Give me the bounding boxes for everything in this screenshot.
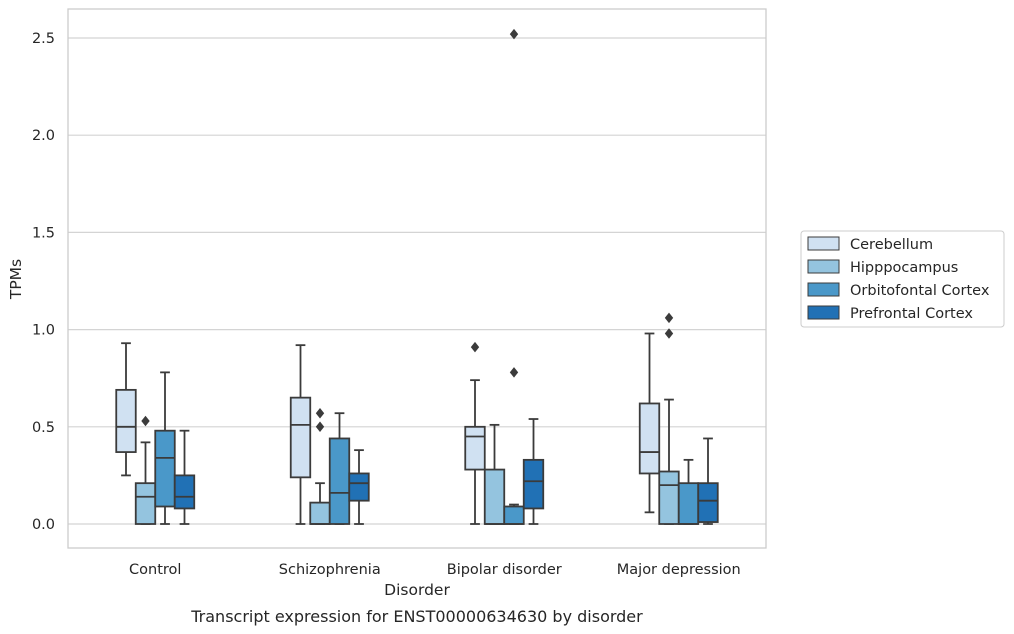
grid-lines: [68, 37, 766, 525]
legend-swatch-orbitofontal-cortex: [807, 282, 840, 297]
y-tick-label: 2.0: [32, 128, 55, 144]
box-body: [173, 474, 196, 510]
box-body: [697, 482, 719, 523]
x-tick-label-bipolar-disorder: Bipolar disorder: [447, 562, 562, 578]
box-schizophrenia-cerebellum: [289, 344, 312, 525]
box-schizophrenia-orbitofontal-cortex: [328, 412, 351, 525]
box-body: [328, 437, 351, 525]
box-schizophrenia-prefrontal-cortex: [348, 449, 370, 525]
legend-item-cerebellum: Cerebellum: [807, 236, 933, 253]
outlier-point: [141, 415, 150, 427]
y-tick-label: 0.0: [32, 517, 55, 533]
box-bipolar-disorder-cerebellum: [464, 341, 486, 525]
legend-frame: [800, 230, 1005, 328]
x-tick-label-schizophrenia: Schizophrenia: [279, 562, 381, 578]
box-control-orbitofontal-cortex: [154, 371, 176, 525]
box-major-depression-prefrontal-cortex: [697, 437, 719, 525]
legend-label-prefrontal-cortex: Prefrontal Cortex: [850, 306, 973, 322]
plot-frame: [67, 8, 767, 549]
y-axis-label: TPMs: [7, 259, 25, 300]
box-bipolar-disorder-hipppocampus: [483, 423, 506, 525]
legend: Cerebellum Hipppocampus Orbitofontal Cor…: [800, 230, 1005, 328]
y-tick-label: 1.0: [32, 323, 55, 339]
box-control-cerebellum: [115, 342, 137, 477]
box-control-prefrontal-cortex: [173, 429, 196, 525]
legend-label-hipppocampus: Hipppocampus: [850, 260, 958, 276]
outlier-point: [315, 421, 325, 433]
y-tick-label: 2.5: [32, 31, 55, 47]
box-major-depression-hipppocampus: [658, 312, 680, 525]
x-tick-label-major-depression: Major depression: [617, 562, 741, 578]
box-body: [134, 482, 157, 525]
box-body: [309, 501, 331, 525]
box-bipolar-disorder-orbitofontal-cortex: [503, 28, 525, 525]
box-body: [677, 482, 700, 525]
outlier-point: [509, 367, 519, 378]
box-body: [658, 470, 680, 525]
y-tick-label: 1.5: [32, 225, 55, 241]
x-axis-label: Disorder: [384, 581, 450, 599]
legend-swatch-cerebellum: [807, 236, 840, 251]
legend-label-cerebellum: Cerebellum: [850, 237, 933, 253]
box-body: [348, 472, 370, 502]
box-body: [638, 402, 661, 475]
chart-caption: Transcript expression for ENST0000063463…: [190, 607, 643, 626]
box-body: [154, 429, 176, 508]
legend-item-prefrontal-cortex: Prefrontal Cortex: [807, 305, 973, 322]
y-tick-label: 0.5: [32, 420, 55, 436]
box-schizophrenia-hipppocampus: [309, 407, 331, 525]
box-major-depression-cerebellum: [638, 332, 661, 514]
outlier-point: [664, 312, 674, 324]
legend-label-orbitofontal-cortex: Orbitofontal Cortex: [850, 283, 990, 299]
legend-swatch-prefrontal-cortex: [807, 305, 840, 320]
x-tick-label-control: Control: [129, 562, 181, 578]
legend-item-orbitofontal-cortex: Orbitofontal Cortex: [807, 282, 990, 299]
box-bipolar-disorder-prefrontal-cortex: [522, 418, 545, 525]
box-body: [522, 458, 545, 510]
outlier-point: [509, 28, 519, 40]
legend-item-hipppocampus: Hipppocampus: [807, 259, 958, 276]
y-tick-labels: 0.0 0.5 1.0 1.5 2.0 2.5: [32, 31, 55, 533]
outlier-point: [470, 341, 480, 353]
box-body: [115, 388, 137, 453]
box-body: [483, 468, 506, 525]
box-body: [289, 396, 312, 479]
box-major-depression-orbitofontal-cortex: [677, 458, 700, 525]
box-groups: [115, 28, 719, 525]
legend-swatch-hipppocampus: [807, 259, 840, 274]
x-tick-labels: Control Schizophrenia Bipolar disorder Majo…: [129, 562, 741, 578]
box-control-hipppocampus: [134, 415, 157, 525]
outlier-point: [664, 328, 674, 339]
box-body: [464, 425, 486, 471]
box-body: [503, 505, 525, 525]
outlier-point: [315, 407, 325, 419]
